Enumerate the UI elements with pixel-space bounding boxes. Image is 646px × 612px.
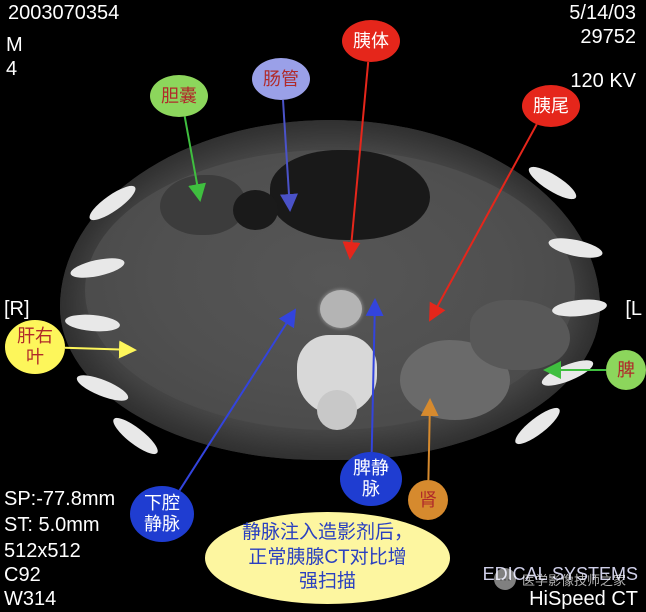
ct-duodenum: [233, 190, 278, 230]
label-text-splenic_vein: 脾静 脉: [353, 458, 389, 499]
label-kidney: 肾: [408, 480, 448, 520]
meta-right-marker: [R]: [4, 298, 30, 321]
ct-stomach-gas: [270, 150, 430, 240]
label-text-intestine: 肠管: [263, 69, 299, 90]
meta-4: 4: [6, 58, 17, 81]
watermark-text: 医学影像技师之家: [522, 570, 626, 589]
label-pancreas_body: 胰体: [342, 20, 400, 62]
caption-text: 静脉注入造影剂后， 正常胰腺CT对比增 强扫描: [242, 521, 413, 595]
meta-scanner: HiSpeed CT: [529, 588, 638, 611]
label-ivc: 下腔 静脉: [130, 486, 194, 542]
meta-c92: C92: [4, 564, 41, 587]
ct-gallbladder: [160, 175, 245, 235]
caption-bubble: 静脉注入造影剂后， 正常胰腺CT对比增 强扫描: [205, 512, 450, 604]
meta-m: M: [6, 34, 23, 57]
label-gallbladder: 胆囊: [150, 75, 208, 117]
label-text-spleen: 脾: [617, 360, 635, 381]
meta-kv: 120 KV: [570, 70, 636, 93]
meta-st: ST: 5.0mm: [4, 514, 100, 537]
meta-series-num: 29752: [580, 26, 636, 49]
meta-w314: W314: [4, 588, 56, 611]
label-text-pancreas_tail: 胰尾: [533, 96, 569, 117]
label-text-liver_right_lobe: 肝右 叶: [17, 326, 53, 367]
meta-left-marker: [L: [625, 298, 642, 321]
ct-aorta: [320, 290, 362, 328]
ct-vertebra: [297, 335, 377, 415]
label-liver_right_lobe: 肝右 叶: [5, 320, 65, 374]
label-spleen: 脾: [606, 350, 646, 390]
label-text-pancreas_body: 胰体: [353, 31, 389, 52]
label-text-gallbladder: 胆囊: [161, 86, 197, 107]
label-text-ivc: 下腔 静脉: [144, 493, 180, 534]
meta-date: 5/14/03: [569, 2, 636, 25]
meta-sp: SP:-77.8mm: [4, 488, 115, 511]
label-splenic_vein: 脾静 脉: [340, 452, 402, 506]
meta-matrix: 512x512: [4, 540, 81, 563]
meta-study-id: 2003070354: [8, 2, 119, 25]
label-text-kidney: 肾: [419, 490, 437, 511]
watermark-icon: ···: [494, 568, 516, 590]
label-intestine: 肠管: [252, 58, 310, 100]
watermark: ··· 医学影像技师之家: [494, 568, 626, 590]
label-pancreas_tail: 胰尾: [522, 85, 580, 127]
